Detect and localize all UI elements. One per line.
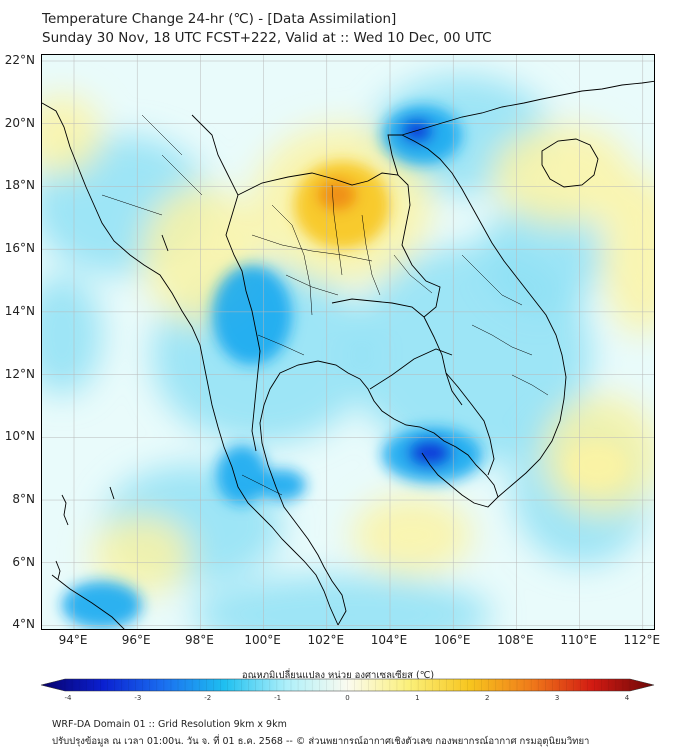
colorbar-tick-label: -3 <box>134 694 142 702</box>
coastline-china <box>401 80 654 136</box>
coastline-sumatra <box>51 574 125 629</box>
lat-label: 20°N <box>4 115 35 130</box>
colorbar-tick-label: 1 <box>415 694 420 702</box>
andaman-islands <box>55 234 169 580</box>
coastline-gulf-west <box>259 360 361 626</box>
anomaly-region-warm-16 <box>352 495 472 575</box>
border-thailand-laos <box>237 172 441 318</box>
anomaly-region-warm-13 <box>92 515 192 595</box>
colorbar-tick-label: -1 <box>274 694 282 702</box>
map-panel[interactable] <box>41 54 655 630</box>
temperature-map <box>42 55 654 629</box>
lon-label: 102°E <box>307 633 345 647</box>
lat-label: 16°N <box>4 241 35 256</box>
colorbar-tick-label: -4 <box>64 694 72 702</box>
lon-label: 96°E <box>121 633 151 647</box>
lon-label: 100°E <box>244 633 281 647</box>
lat-label: 4°N <box>12 617 35 632</box>
anomaly-core-strong_hot-8 <box>317 179 357 211</box>
border-laos-vietnam <box>387 134 463 406</box>
temperature-field <box>42 75 654 629</box>
country-borders <box>42 80 654 629</box>
coastline-vietnam <box>401 134 567 498</box>
lon-label: 104°E <box>370 633 408 647</box>
lat-label: 18°N <box>4 178 35 193</box>
anomaly-core-strong_cold-3 <box>401 119 433 143</box>
colorbar-tick-label: 0 <box>345 694 350 702</box>
anomaly-region-warm-15 <box>602 175 654 335</box>
chart-title: Temperature Change 24-hr (℃) - [Data Ass… <box>42 11 397 27</box>
lon-label: 110°E <box>560 633 597 647</box>
hainan-island <box>541 138 599 188</box>
graticule <box>42 55 654 629</box>
colorbar-ticks <box>64 679 631 691</box>
anomaly-core-strong_cold-1 <box>408 439 452 467</box>
lon-label: 106°E <box>433 633 471 647</box>
lon-label: 94°E <box>58 633 88 647</box>
lon-label: 108°E <box>497 633 534 647</box>
coastline-gulf-east <box>359 378 499 508</box>
anomaly-region-cool-7 <box>482 195 602 315</box>
anomaly-region-warm-14 <box>42 95 102 175</box>
lat-label: 10°N <box>4 429 35 444</box>
anomaly-core-cold-5 <box>62 581 142 629</box>
border-thailand-cambodia <box>331 298 453 390</box>
colorbar-tick-label: 3 <box>554 694 560 702</box>
border-thailand-myanmar <box>191 114 261 452</box>
colorbar-ramp <box>40 678 655 692</box>
anomaly-core-warm-9 <box>567 443 627 487</box>
lat-label: 8°N <box>12 492 35 507</box>
colorbar <box>40 678 655 692</box>
coastline-myanmar <box>42 102 339 626</box>
footer-model-info: WRF-DA Domain 01 :: Grid Resolution 9km … <box>52 719 287 730</box>
border-cambodia-vietnam <box>445 372 495 476</box>
lat-label: 14°N <box>4 303 35 318</box>
colorbar-title: อุณหภูมิเปลี่ยนแปลง หน่วย องศาเซลเซียส (… <box>241 670 435 681</box>
anomaly-core-cold-10 <box>258 469 306 501</box>
anomaly-region-warm-11 <box>492 125 632 225</box>
anomaly-core-cold-6 <box>212 265 292 365</box>
lon-label: 112°E <box>623 633 661 647</box>
temperature-cores <box>62 105 627 629</box>
colorbar-tick-label: -2 <box>204 694 212 702</box>
lat-label: 22°N <box>4 53 35 67</box>
colorbar-tick-label: 2 <box>485 694 490 702</box>
lon-label: 98°E <box>184 633 214 647</box>
anomaly-region-cool-8 <box>42 275 102 395</box>
province-lines <box>101 114 549 496</box>
chart-subtitle: Sunday 30 Nov, 18 UTC FCST+222, Valid at… <box>42 30 492 46</box>
lat-label: 12°N <box>4 366 35 381</box>
anomaly-region-cool-3 <box>192 575 492 629</box>
lat-label: 6°N <box>12 554 35 569</box>
colorbar-tick-label: 4 <box>624 694 630 702</box>
footer-credit: ปรับปรุงข้อมูล ณ เวลา 01:00น. วัน จ. ที่… <box>52 736 590 747</box>
